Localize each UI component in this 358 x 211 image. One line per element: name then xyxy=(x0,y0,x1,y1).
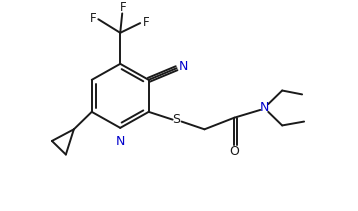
Text: O: O xyxy=(229,145,239,158)
Text: N: N xyxy=(179,60,188,73)
Text: F: F xyxy=(143,16,149,29)
Text: S: S xyxy=(173,113,180,126)
Text: F: F xyxy=(90,12,97,25)
Text: F: F xyxy=(120,1,126,14)
Text: N: N xyxy=(116,135,125,148)
Text: N: N xyxy=(260,101,269,115)
